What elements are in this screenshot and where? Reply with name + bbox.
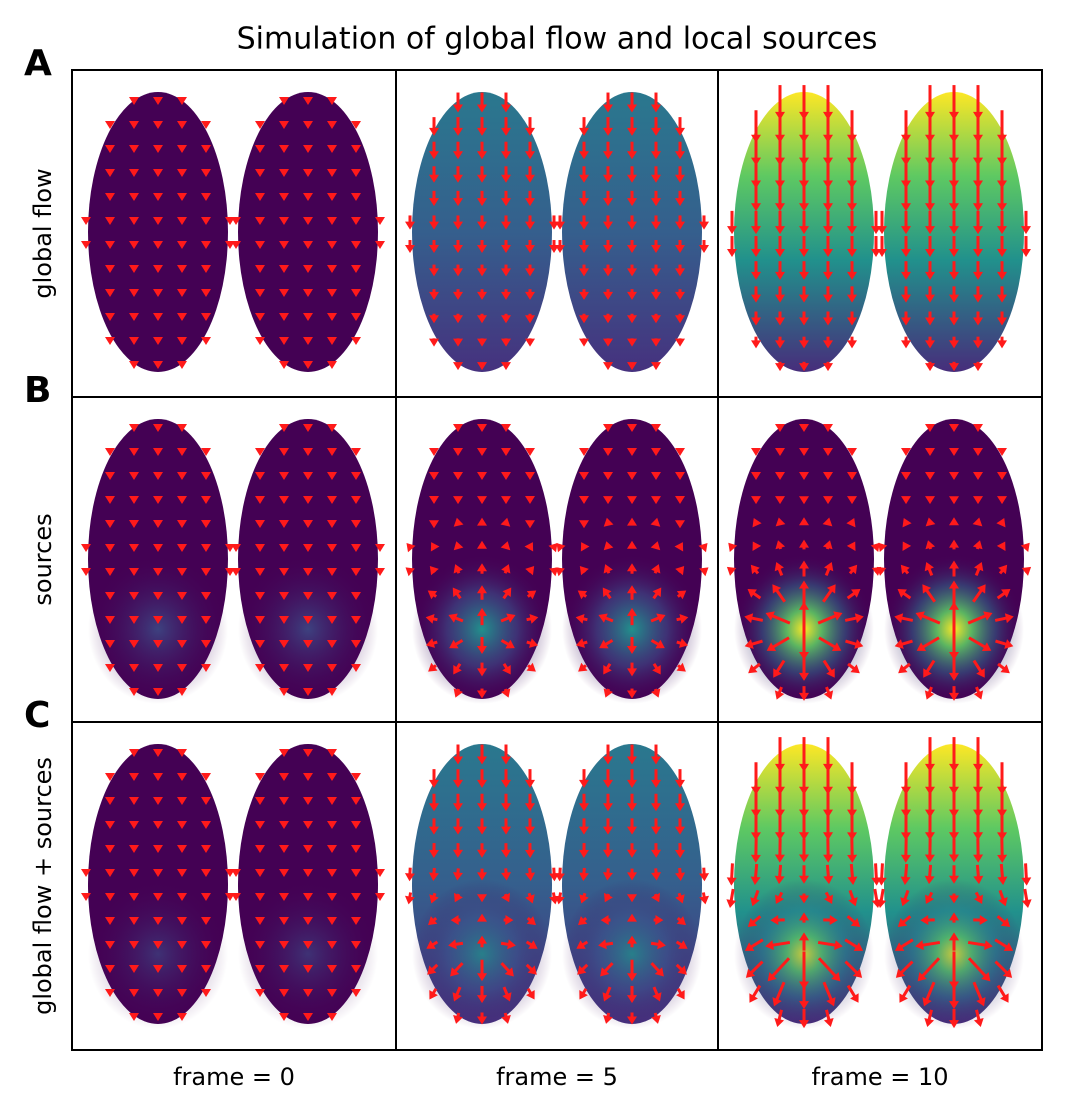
panels — [81, 85, 1032, 1029]
figure-title: Simulation of global flow and local sour… — [237, 22, 878, 57]
embryo — [405, 92, 559, 372]
embryo — [555, 92, 709, 372]
flow-arrow-head — [973, 363, 983, 371]
panel-letter: C — [24, 695, 50, 736]
embryo — [81, 744, 235, 1029]
source-glow — [412, 554, 552, 704]
column-label: frame = 5 — [496, 1063, 618, 1091]
embryo — [231, 744, 385, 1029]
column-label: frame = 10 — [811, 1063, 948, 1091]
embryo — [877, 419, 1031, 704]
embryo — [81, 92, 235, 372]
embryo-body — [238, 92, 378, 372]
flow-arrow-head — [751, 340, 761, 348]
embryo — [231, 419, 385, 704]
embryo-body — [88, 92, 228, 372]
row-label: global flow — [29, 168, 57, 298]
embryo — [81, 419, 235, 704]
flow-arrow-head — [901, 340, 911, 348]
flow-arrow-head — [823, 363, 833, 371]
flow-arrow-head — [255, 337, 265, 345]
flow-arrow-head — [651, 362, 661, 370]
flow-arrow-head — [429, 339, 439, 347]
source-glow — [238, 879, 378, 1029]
flow-arrow-head — [501, 362, 511, 370]
embryo — [406, 419, 559, 704]
flow-arrow-head — [925, 363, 935, 371]
panel-letter: A — [24, 43, 52, 84]
embryo — [727, 85, 881, 372]
source-glow — [88, 554, 228, 704]
source-glow — [88, 879, 228, 1029]
flow-arrow-head — [847, 340, 857, 348]
embryo — [231, 92, 385, 372]
flow-arrow-head — [675, 339, 685, 347]
flow-arrow-head — [351, 337, 361, 345]
embryo — [877, 85, 1031, 372]
source-glow — [562, 554, 702, 704]
flow-arrow-head — [603, 362, 613, 370]
row-label: sources — [29, 513, 57, 605]
embryo — [556, 419, 709, 704]
source-glow — [238, 554, 378, 704]
row-label: global flow + sources — [29, 757, 57, 1015]
flow-arrow-head — [525, 339, 535, 347]
embryo — [405, 744, 559, 1029]
embryo — [727, 419, 881, 704]
flow-arrow-head — [201, 337, 211, 345]
flow-arrow-head — [105, 337, 115, 345]
embryo — [726, 737, 881, 1029]
embryo — [555, 744, 709, 1029]
flow-arrow-head — [997, 340, 1007, 348]
flow-arrow-head — [579, 339, 589, 347]
flow-arrow-head — [453, 362, 463, 370]
column-label: frame = 0 — [173, 1063, 295, 1091]
flow-arrow-head — [775, 363, 785, 371]
panel-letter: B — [24, 370, 51, 411]
embryo — [876, 737, 1031, 1029]
